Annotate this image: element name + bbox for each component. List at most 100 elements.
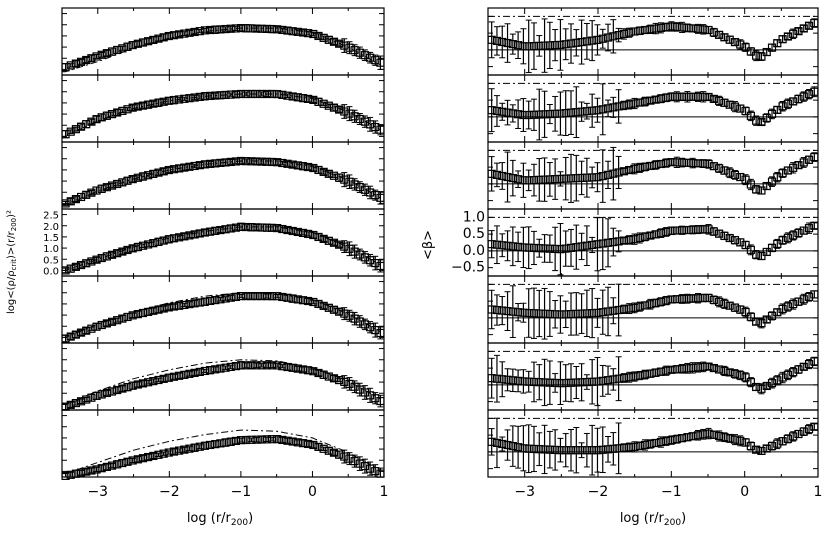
left-data-point [200,160,210,169]
right-panel-frame [487,208,819,277]
left-panel-2 [61,74,385,143]
right-data-point [588,106,597,115]
right-panel-6 [487,342,819,411]
left-data-point [107,110,117,119]
right-data-point [508,242,517,251]
left-data-point [257,223,266,232]
left-data-point [164,96,173,105]
right-data-point [662,366,671,375]
left-data-point [216,225,225,235]
left-data-point [283,225,292,235]
right-data-point [783,166,792,175]
left-model-curve [62,160,381,205]
right-data-point [715,30,724,39]
right-data-point [609,103,618,112]
right-data-point [651,230,660,239]
left-data-point [128,103,137,112]
right-panel-frame [487,7,819,76]
right-data-point [704,92,713,102]
left-data-point [355,459,364,468]
right-data-point [609,444,618,453]
right-data-point [556,379,565,388]
left-data-point [329,37,339,46]
right-data-point [773,439,782,448]
right-data-point [625,443,634,452]
right-data-point [725,368,734,377]
right-data-point [794,94,803,104]
left-data-point [252,24,261,33]
right-data-point [741,307,750,317]
left-data-point [252,223,261,232]
left-data-point [298,162,308,171]
left-data-point [242,292,251,301]
left-data-point [252,361,261,370]
right-data-point [593,173,602,182]
left-data-point [283,436,292,445]
left-data-point [216,364,225,373]
right-data-point [672,435,681,444]
right-data-point [656,23,666,32]
left-data-point [231,223,241,232]
right-data-point [551,175,560,184]
right-data-point [789,231,798,240]
left-data-point [180,94,189,103]
left-panel-frame [61,409,385,478]
left-data-point [138,101,148,110]
right-data-point [625,235,634,244]
right-data-point [529,175,539,185]
left-data-point [226,90,235,99]
right-data-point [683,364,692,373]
left-data-point [169,372,179,381]
right-data-point [556,310,565,319]
left-data-point [278,158,287,168]
left-data-point [133,39,142,48]
right-data-point [646,161,655,171]
left-data-point [257,24,266,33]
left-data-point [304,162,313,172]
left-data-point [154,237,163,246]
left-data-point [180,370,189,379]
right-data-point [709,94,718,104]
left-data-point [71,195,81,204]
left-data-point [262,24,271,34]
left-data-point [180,300,189,310]
left-data-point [293,227,302,237]
left-data-point [231,436,241,446]
left-data-point [118,247,127,256]
right-data-point [767,379,777,388]
right-data-point [593,106,602,115]
right-data-point [736,238,745,247]
left-data-point [113,179,122,189]
left-panel-7: −3 −2 −1 0 1 [61,409,388,500]
right-data-point [662,93,671,102]
right-data-point [752,51,761,60]
left-data-point [71,330,81,339]
left-data-point [175,164,184,173]
right-data-point [672,295,681,304]
left-data-point [154,450,163,459]
right-data-point [508,376,517,385]
right-data-point [514,242,523,251]
right-data-point [773,376,782,385]
right-data-point [561,174,570,183]
left-data-point [345,379,354,388]
left-data-point [288,160,297,169]
left-data-point [371,394,380,403]
right-data-point [720,299,729,308]
left-data-point [350,46,359,55]
right-data-point [709,363,718,373]
left-data-point [319,167,328,176]
left-data-point [360,51,370,60]
left-data-point [190,443,199,452]
right-data-point [603,33,613,42]
left-data-point [169,302,179,311]
right-data-point [656,367,666,376]
right-data-point [519,176,528,185]
left-data-point [144,37,153,46]
left-data-point [102,252,111,261]
left-data-point [123,383,132,392]
right-data-point [572,243,581,252]
left-data-point [180,29,189,38]
left-data-point [138,172,148,181]
left-data-point [231,24,241,33]
